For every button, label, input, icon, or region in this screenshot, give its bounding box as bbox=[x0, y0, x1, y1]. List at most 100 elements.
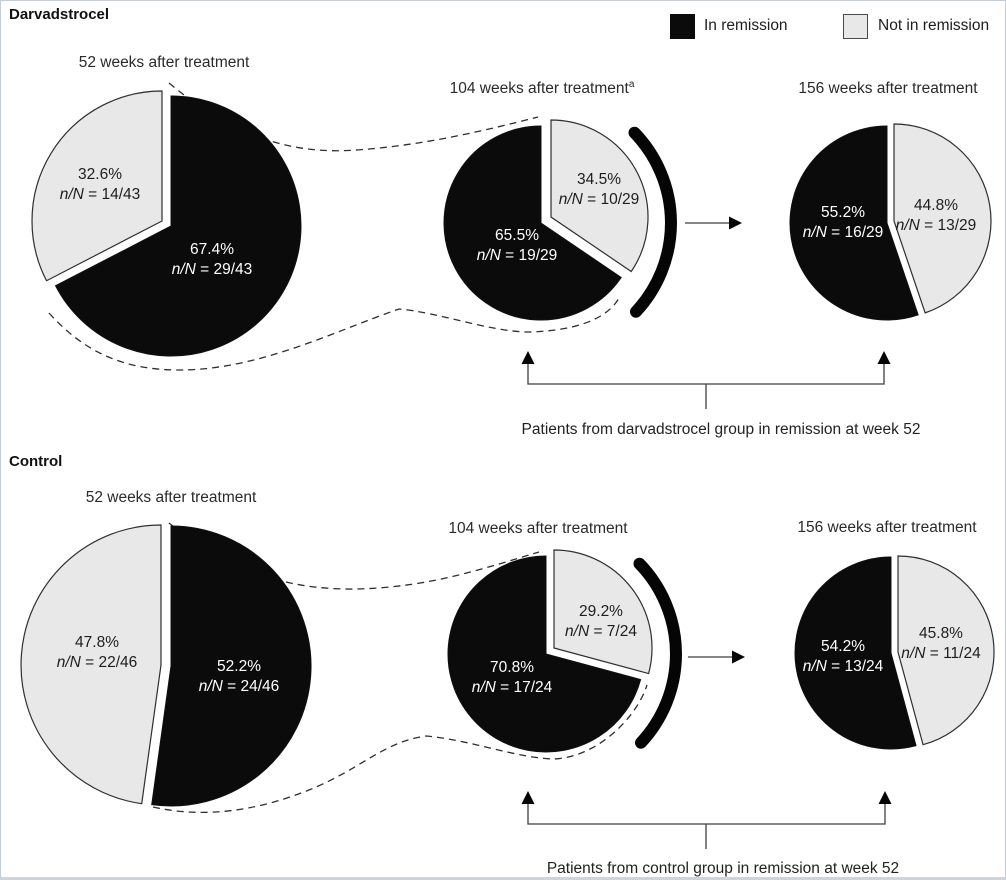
ratio-value: = 19/29 bbox=[500, 247, 558, 264]
slice-label-in-remission: 70.8% n/N = 17/24 bbox=[472, 658, 553, 698]
pie-title-text: 104 weeks after treatment bbox=[449, 80, 629, 97]
pie-darvadstrocel-156w bbox=[789, 123, 992, 321]
slice-in-remission bbox=[447, 555, 642, 753]
funnel-bottom-dashed-darvadstrocel bbox=[48, 297, 620, 371]
slice-percent: 45.8% bbox=[919, 625, 963, 642]
slice-percent: 44.8% bbox=[914, 197, 958, 214]
slice-label-in-remission: 65.5% n/N = 19/29 bbox=[477, 226, 558, 266]
slice-percent: 32.6% bbox=[78, 166, 122, 183]
slice-label-in-remission: 67.4% n/N = 29/43 bbox=[172, 240, 253, 280]
emphasis-arc-control bbox=[633, 557, 682, 749]
pie-title-superscript: a bbox=[628, 78, 635, 90]
bracket-up-arrow-right-darvadstrocel bbox=[877, 351, 891, 364]
slice-label-not-in-remission: 34.5% n/N = 10/29 bbox=[559, 170, 640, 210]
ratio-prefix: n/N bbox=[565, 623, 590, 640]
ratio-value: = 22/46 bbox=[80, 654, 138, 671]
arrow-head-control bbox=[732, 650, 745, 664]
bracket-darvadstrocel bbox=[527, 362, 885, 385]
slice-in-remission bbox=[54, 95, 302, 357]
pie-darvadstrocel-104w bbox=[443, 119, 649, 321]
slice-percent: 29.2% bbox=[579, 603, 623, 620]
pie-title-darvadstrocel-156w: 156 weeks after treatment bbox=[798, 80, 977, 98]
pie-title-text: 52 weeks after treatment bbox=[85, 489, 257, 506]
pie-title-control-156w: 156 weeks after treatment bbox=[797, 519, 976, 537]
slice-label-in-remission: 55.2% n/N = 16/29 bbox=[803, 203, 884, 243]
pie-title-darvadstrocel-104w: 104 weeks after treatmenta bbox=[449, 78, 635, 98]
ratio-value: = 10/29 bbox=[582, 191, 640, 208]
ratio-prefix: n/N bbox=[895, 217, 920, 234]
slice-label-not-in-remission: 44.8% n/N = 13/29 bbox=[896, 196, 977, 236]
slice-percent: 47.8% bbox=[75, 634, 119, 651]
ratio-prefix: n/N bbox=[802, 658, 827, 675]
bracket-up-arrow-right-control bbox=[878, 791, 892, 804]
ratio-value: = 14/43 bbox=[83, 186, 141, 203]
ratio-prefix: n/N bbox=[476, 247, 501, 264]
ratio-prefix: n/N bbox=[198, 678, 223, 695]
slice-not-in-remission bbox=[893, 123, 992, 314]
slice-label-not-in-remission: 47.8% n/N = 22/46 bbox=[57, 633, 138, 673]
group-title-darvadstrocel: Darvadstrocel bbox=[9, 6, 110, 23]
slice-label-in-remission: 52.2% n/N = 24/46 bbox=[199, 657, 280, 697]
bracket-control bbox=[527, 802, 886, 825]
ratio-prefix: n/N bbox=[59, 186, 84, 203]
pie-control-156w bbox=[794, 555, 995, 750]
ratio-value: = 16/29 bbox=[826, 224, 884, 241]
slice-label-in-remission: 54.2% n/N = 13/24 bbox=[803, 637, 884, 677]
pie-darvadstrocel-52w bbox=[31, 90, 302, 357]
slice-label-not-in-remission: 32.6% n/N = 14/43 bbox=[60, 165, 141, 205]
ratio-value: = 13/29 bbox=[919, 217, 977, 234]
ratio-value: = 13/24 bbox=[826, 658, 884, 675]
slice-in-remission bbox=[789, 125, 919, 321]
pie-control-104w bbox=[447, 549, 653, 753]
slice-in-remission bbox=[151, 525, 312, 807]
pie-title-text: 52 weeks after treatment bbox=[78, 54, 250, 71]
ratio-prefix: n/N bbox=[171, 261, 196, 278]
caption-control: Patients from control group in remission… bbox=[546, 860, 900, 877]
legend-swatch-not-in-remission bbox=[843, 14, 868, 39]
ratio-value: = 24/46 bbox=[222, 678, 280, 695]
bracket-up-arrow-left-darvadstrocel bbox=[521, 351, 535, 364]
legend-label-not-in-remission: Not in remission bbox=[878, 17, 990, 34]
slice-not-in-remission bbox=[31, 90, 163, 282]
bracket-up-arrow-left-control bbox=[521, 791, 535, 804]
legend-label-in-remission: In remission bbox=[704, 17, 788, 34]
ratio-prefix: n/N bbox=[471, 679, 496, 696]
slice-percent: 70.8% bbox=[490, 659, 534, 676]
pie-title-text: 104 weeks after treatment bbox=[448, 520, 628, 537]
ratio-prefix: n/N bbox=[802, 224, 827, 241]
slice-not-in-remission bbox=[897, 555, 995, 746]
slice-not-in-remission bbox=[550, 119, 649, 273]
funnel-bottom-dashed-control bbox=[152, 684, 648, 814]
slice-in-remission bbox=[794, 556, 917, 750]
ratio-prefix: n/N bbox=[901, 645, 926, 662]
pie-title-darvadstrocel-52w: 52 weeks after treatment bbox=[79, 54, 250, 72]
ratio-value: = 29/43 bbox=[195, 261, 253, 278]
slice-percent: 65.5% bbox=[495, 227, 539, 244]
legend-swatch-in-remission bbox=[670, 14, 695, 39]
slice-label-not-in-remission: 29.2% n/N = 7/24 bbox=[565, 602, 637, 642]
pie-title-control-104w: 104 weeks after treatment bbox=[448, 520, 627, 538]
slice-percent: 34.5% bbox=[577, 171, 621, 188]
ratio-prefix: n/N bbox=[558, 191, 583, 208]
ratio-value: = 17/24 bbox=[495, 679, 553, 696]
slice-not-in-remission bbox=[20, 524, 162, 805]
slice-label-not-in-remission: 45.8% n/N = 11/24 bbox=[901, 624, 980, 664]
slice-in-remission bbox=[443, 125, 622, 321]
funnel-top-dashed-control bbox=[168, 522, 540, 590]
slice-percent: 52.2% bbox=[217, 658, 261, 675]
pie-control-52w bbox=[20, 524, 312, 807]
emphasis-arc-darvadstrocel bbox=[628, 126, 677, 318]
slice-percent: 54.2% bbox=[821, 638, 865, 655]
group-title-control: Control bbox=[9, 453, 63, 470]
slice-percent: 55.2% bbox=[821, 204, 865, 221]
arrow-head-darvadstrocel bbox=[729, 216, 742, 230]
pie-title-text: 156 weeks after treatment bbox=[798, 80, 978, 97]
slice-not-in-remission bbox=[553, 549, 653, 675]
ratio-prefix: n/N bbox=[56, 654, 81, 671]
ratio-value: = 7/24 bbox=[589, 623, 637, 640]
pie-title-text: 156 weeks after treatment bbox=[797, 519, 977, 536]
ratio-value: = 11/24 bbox=[925, 645, 981, 662]
pie-title-control-52w: 52 weeks after treatment bbox=[86, 489, 257, 507]
